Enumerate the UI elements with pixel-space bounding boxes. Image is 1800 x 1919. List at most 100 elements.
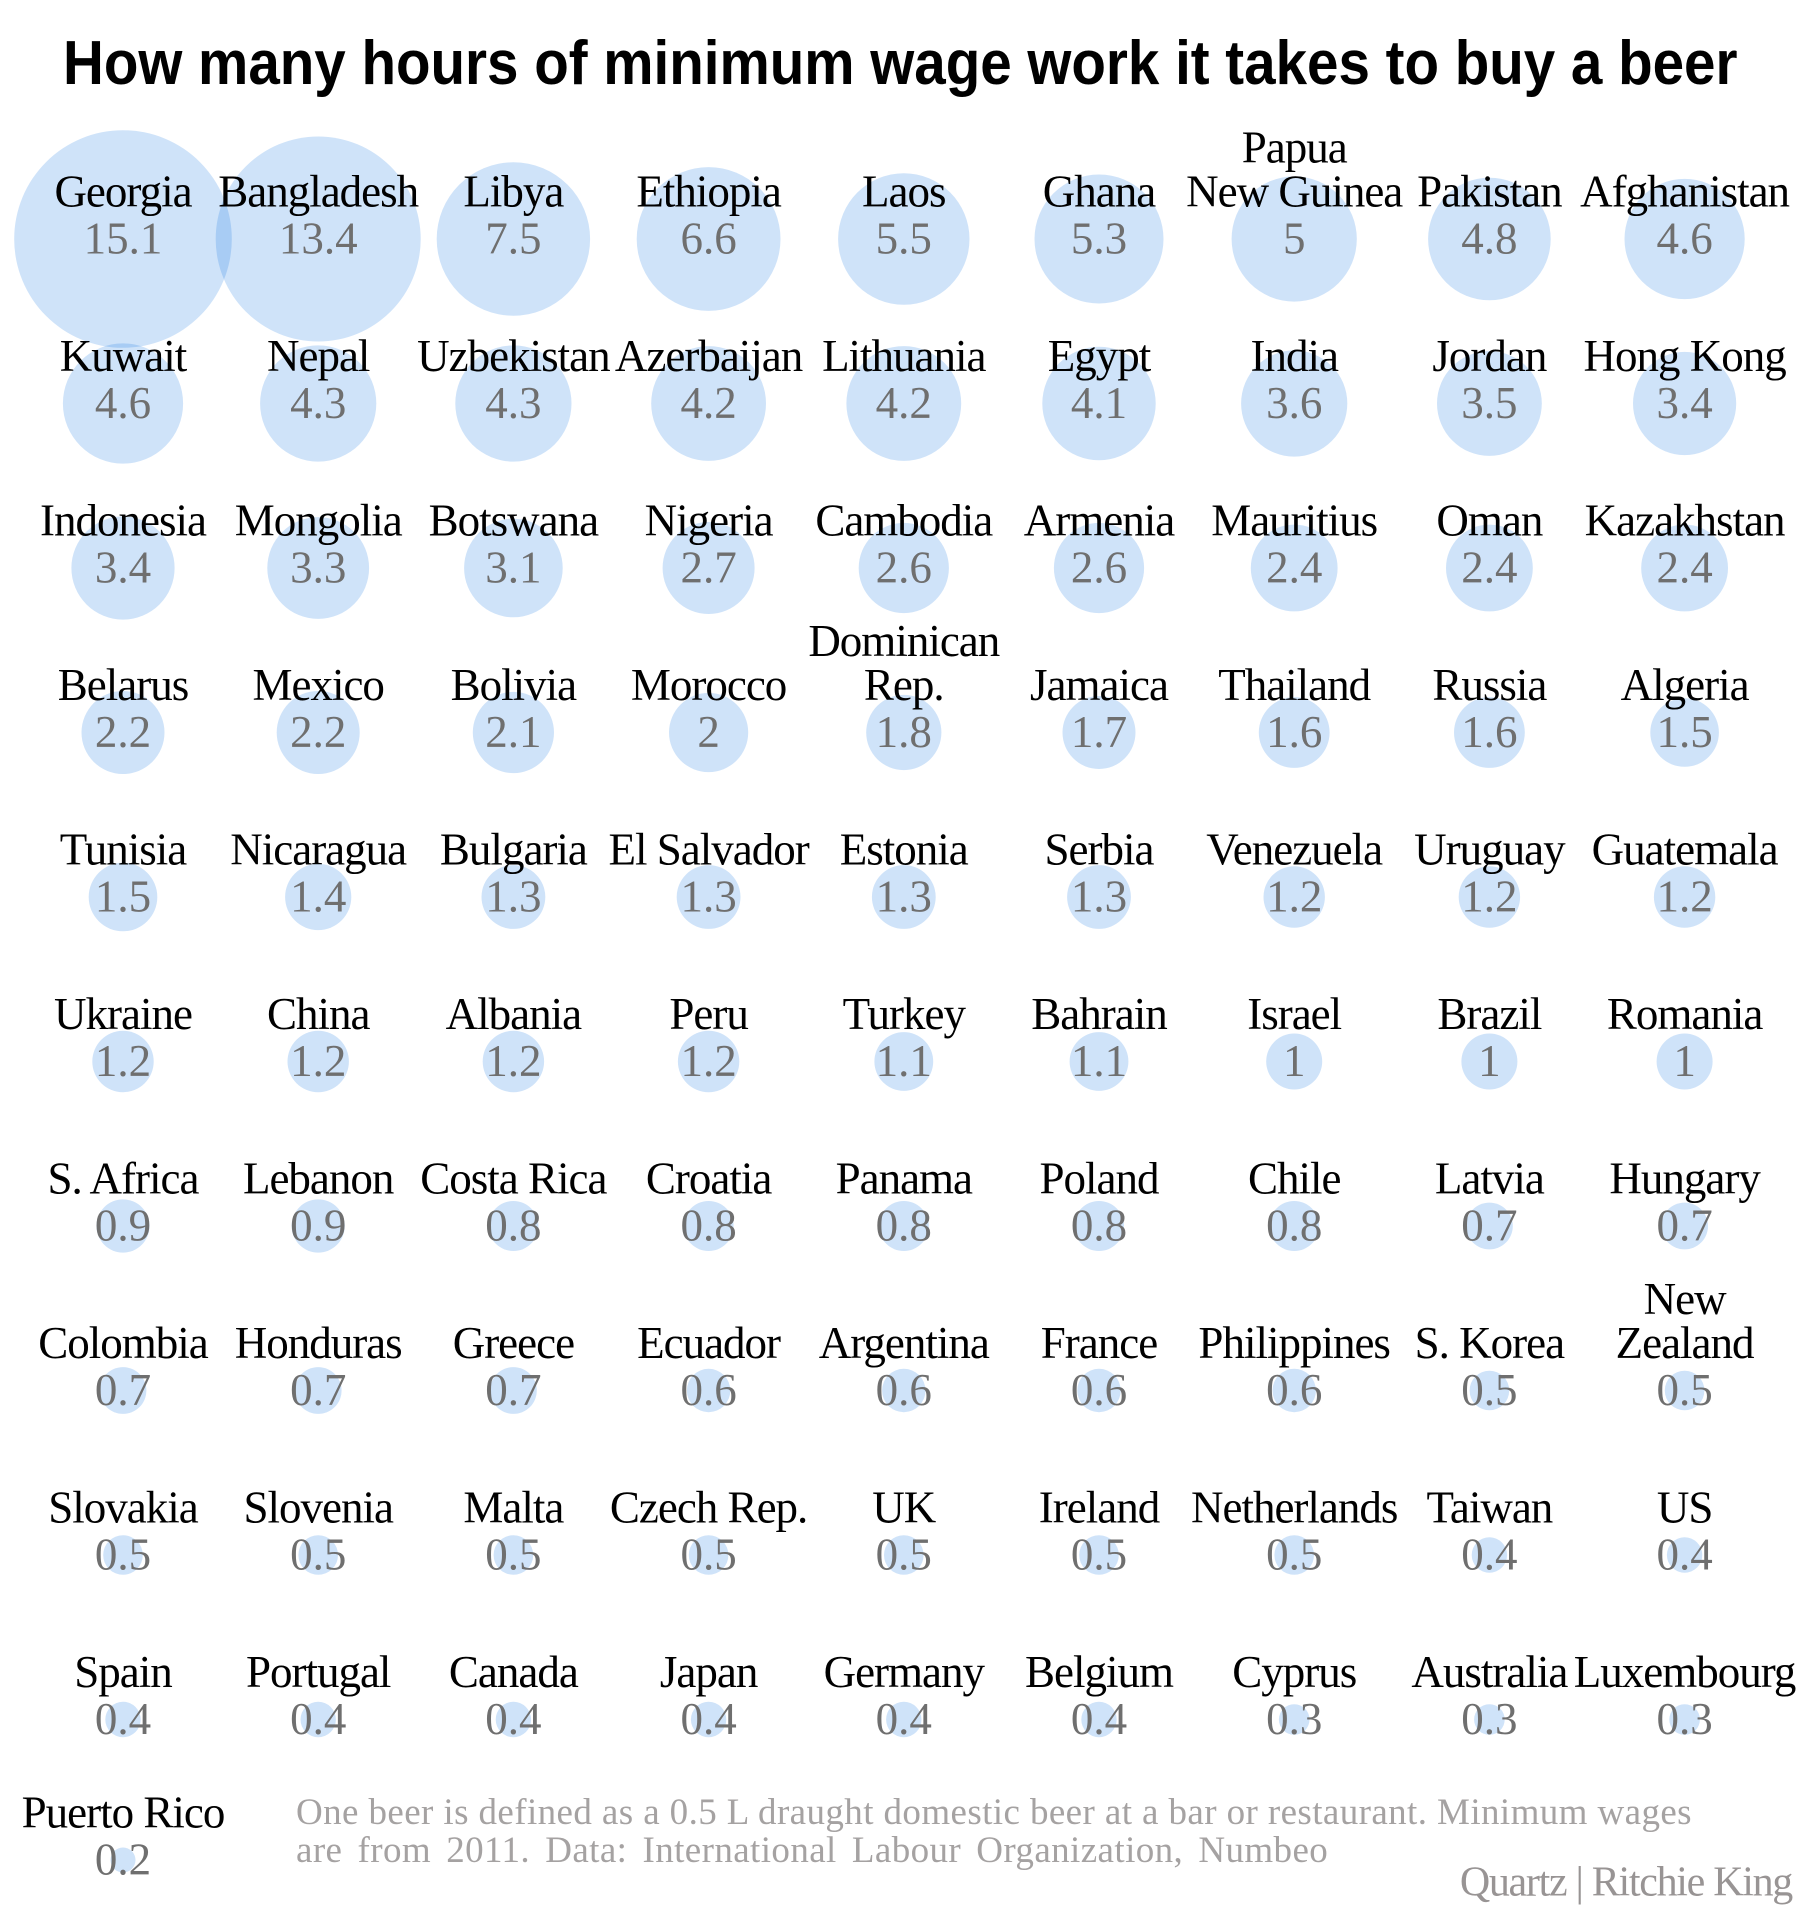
svg-text:Panama: Panama — [836, 1154, 973, 1204]
svg-text:Croatia: Croatia — [646, 1154, 772, 1204]
svg-text:Ecuador: Ecuador — [637, 1318, 781, 1368]
svg-text:Chile: Chile — [1248, 1154, 1341, 1204]
svg-text:0.8: 0.8 — [1071, 1201, 1127, 1251]
svg-text:India: India — [1250, 331, 1338, 381]
svg-text:UK: UK — [872, 1483, 936, 1533]
svg-text:Nepal: Nepal — [267, 331, 370, 381]
svg-text:Guatemala: Guatemala — [1592, 825, 1779, 875]
svg-text:4.8: 4.8 — [1461, 214, 1517, 264]
svg-text:S. Korea: S. Korea — [1415, 1318, 1565, 1368]
svg-text:Oman: Oman — [1436, 496, 1542, 546]
svg-text:Pakistan: Pakistan — [1417, 167, 1562, 217]
svg-text:Israel: Israel — [1247, 989, 1341, 1039]
svg-text:Algeria: Algeria — [1621, 660, 1750, 710]
svg-text:1.6: 1.6 — [1461, 707, 1517, 757]
svg-text:6.6: 6.6 — [680, 214, 736, 264]
svg-text:0.3: 0.3 — [1461, 1694, 1517, 1744]
svg-text:Mongolia: Mongolia — [235, 496, 403, 546]
svg-text:1.2: 1.2 — [95, 1036, 151, 1086]
svg-text:Slovenia: Slovenia — [243, 1483, 394, 1533]
svg-text:0.6: 0.6 — [1266, 1365, 1322, 1415]
svg-text:0.4: 0.4 — [876, 1694, 932, 1744]
svg-text:0.4: 0.4 — [680, 1694, 736, 1744]
svg-text:Thailand: Thailand — [1218, 660, 1370, 710]
svg-text:1.4: 1.4 — [290, 872, 346, 922]
svg-text:Venezuela: Venezuela — [1206, 825, 1383, 875]
svg-text:Costa Rica: Costa Rica — [420, 1154, 607, 1204]
svg-text:Serbia: Serbia — [1045, 825, 1155, 875]
svg-text:Estonia: Estonia — [840, 825, 969, 875]
svg-text:3.6: 3.6 — [1266, 378, 1322, 428]
svg-text:0.5: 0.5 — [1461, 1365, 1517, 1415]
svg-text:Bulgaria: Bulgaria — [440, 825, 588, 875]
svg-text:3.1: 3.1 — [485, 543, 541, 593]
svg-text:0.9: 0.9 — [95, 1201, 151, 1251]
svg-text:are from 2011. Data: Internati: are from 2011. Data: International Labou… — [296, 1830, 1328, 1871]
svg-text:Rep.: Rep. — [864, 660, 944, 710]
svg-text:4.3: 4.3 — [485, 378, 541, 428]
svg-text:Cambodia: Cambodia — [815, 496, 993, 546]
svg-text:Botswana: Botswana — [429, 496, 600, 546]
svg-text:Turkey: Turkey — [843, 989, 967, 1039]
svg-text:Uruguay: Uruguay — [1414, 825, 1566, 875]
svg-text:1.1: 1.1 — [876, 1036, 932, 1086]
svg-text:1.1: 1.1 — [1071, 1036, 1127, 1086]
svg-text:1.3: 1.3 — [876, 872, 932, 922]
svg-text:Dominican: Dominican — [808, 616, 999, 666]
svg-text:3.5: 3.5 — [1461, 378, 1517, 428]
svg-text:0.5: 0.5 — [95, 1530, 151, 1580]
svg-text:Argentina: Argentina — [819, 1318, 990, 1368]
svg-text:Belarus: Belarus — [58, 660, 188, 710]
svg-text:0.6: 0.6 — [680, 1365, 736, 1415]
svg-text:5.3: 5.3 — [1071, 214, 1127, 264]
svg-text:Spain: Spain — [74, 1647, 172, 1697]
svg-text:China: China — [267, 989, 371, 1039]
svg-text:Netherlands: Netherlands — [1191, 1483, 1397, 1533]
svg-text:3.3: 3.3 — [290, 543, 346, 593]
svg-text:0.8: 0.8 — [876, 1201, 932, 1251]
svg-text:1: 1 — [1283, 1036, 1306, 1086]
svg-text:Ethiopia: Ethiopia — [636, 167, 781, 217]
svg-text:1: 1 — [1673, 1036, 1696, 1086]
svg-text:Philippines: Philippines — [1198, 1318, 1390, 1368]
svg-text:Canada: Canada — [449, 1647, 579, 1697]
svg-text:0.8: 0.8 — [680, 1201, 736, 1251]
svg-text:Uzbekistan: Uzbekistan — [417, 331, 610, 381]
svg-text:0.5: 0.5 — [485, 1530, 541, 1580]
svg-text:0.5: 0.5 — [876, 1530, 932, 1580]
svg-text:US: US — [1657, 1483, 1713, 1533]
svg-text:Belgium: Belgium — [1025, 1647, 1174, 1697]
svg-text:0.7: 0.7 — [290, 1365, 346, 1415]
svg-text:Laos: Laos — [862, 167, 945, 217]
svg-text:Colombia: Colombia — [38, 1318, 209, 1368]
svg-text:Albania: Albania — [446, 989, 582, 1039]
svg-text:1.2: 1.2 — [680, 1036, 736, 1086]
svg-text:Latvia: Latvia — [1435, 1154, 1545, 1204]
svg-text:Germany: Germany — [824, 1647, 986, 1697]
svg-text:1.2: 1.2 — [1656, 872, 1712, 922]
svg-text:1.2: 1.2 — [1461, 872, 1517, 922]
svg-text:Portugal: Portugal — [246, 1647, 391, 1697]
svg-text:El Salvador: El Salvador — [608, 825, 809, 875]
svg-text:Brazil: Brazil — [1437, 989, 1541, 1039]
svg-text:15.1: 15.1 — [84, 214, 163, 264]
svg-text:France: France — [1041, 1318, 1157, 1368]
svg-text:2.7: 2.7 — [680, 543, 736, 593]
svg-text:Hong Kong: Hong Kong — [1583, 331, 1786, 381]
svg-text:Taiwan: Taiwan — [1427, 1483, 1553, 1533]
svg-text:Bolivia: Bolivia — [451, 660, 578, 710]
svg-text:2.6: 2.6 — [876, 543, 932, 593]
svg-text:Honduras: Honduras — [235, 1318, 402, 1368]
svg-text:Indonesia: Indonesia — [40, 496, 207, 546]
svg-text:Poland: Poland — [1039, 1154, 1159, 1204]
svg-text:Luxembourg: Luxembourg — [1574, 1647, 1796, 1697]
svg-text:Ghana: Ghana — [1043, 167, 1156, 217]
svg-text:Bahrain: Bahrain — [1031, 989, 1167, 1039]
svg-text:Libya: Libya — [463, 167, 564, 217]
svg-text:Australia: Australia — [1411, 1647, 1568, 1697]
svg-text:Zealand: Zealand — [1616, 1318, 1754, 1368]
svg-text:4.6: 4.6 — [95, 378, 151, 428]
svg-text:4.1: 4.1 — [1071, 378, 1127, 428]
svg-text:Lithuania: Lithuania — [822, 331, 986, 381]
svg-text:5.5: 5.5 — [876, 214, 932, 264]
